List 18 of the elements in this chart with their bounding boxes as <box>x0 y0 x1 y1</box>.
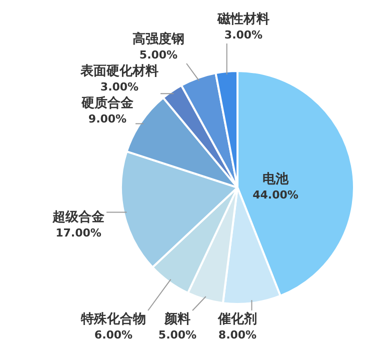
data-label: 6.00% <box>94 328 133 342</box>
slice-label: 超级合金 <box>52 208 106 225</box>
slice-label: 表面硬化材料 <box>80 64 158 79</box>
data-label: 5.00% <box>139 48 178 62</box>
data-label: 3.00% <box>100 80 139 94</box>
data-label: 5.00% <box>158 328 197 342</box>
data-label: 9.00% <box>88 112 127 126</box>
slice-label: 颜料 <box>164 310 190 327</box>
data-label: 8.00% <box>218 328 257 342</box>
slice-label: 电池 <box>262 172 290 187</box>
slice-label: 高强度钢 <box>132 30 184 47</box>
slice-label: 催化剂 <box>217 310 257 327</box>
data-label: 44.00% <box>252 188 298 202</box>
slice-label: 硬质合金 <box>80 94 134 111</box>
slice-label: 特殊化合物 <box>80 310 146 327</box>
data-label: 17.00% <box>56 226 102 240</box>
data-label: 3.00% <box>224 28 263 42</box>
slice-label: 磁性材料 <box>216 12 270 27</box>
